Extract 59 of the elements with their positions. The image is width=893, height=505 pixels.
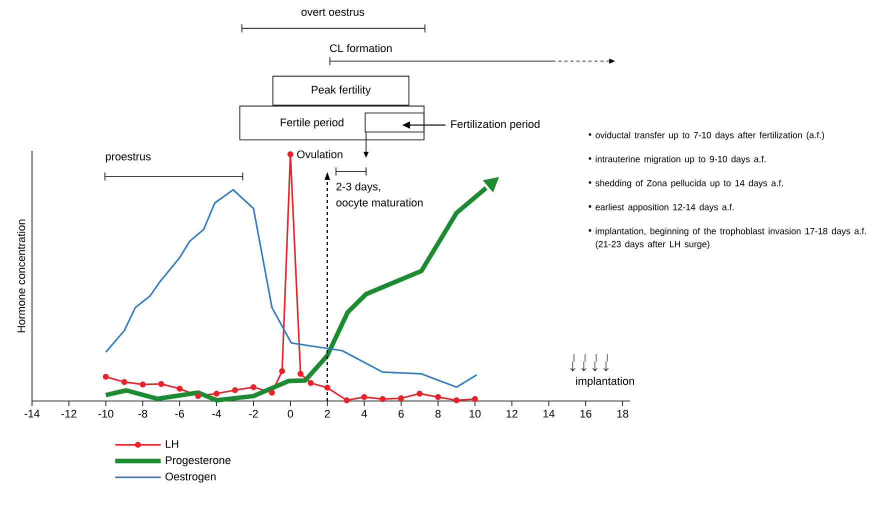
point [268, 390, 275, 396]
x-tick-label: -2 [249, 410, 258, 418]
point [121, 378, 128, 385]
y-axis-title: Hormone concentration [17, 220, 26, 332]
point [232, 387, 238, 394]
text: Fertile period [280, 118, 344, 128]
text: Peak fertility [312, 86, 371, 96]
point [102, 374, 109, 380]
annotation: earliest apposition 12-14 days a.f. [596, 204, 734, 212]
x-tick-label: 18 [617, 410, 628, 418]
annotation: intrauterine migration up to 9-10 days a.f. [596, 156, 766, 164]
point [195, 393, 202, 400]
x-tick-label: -8 [138, 410, 148, 418]
x-tick-label: 6 [398, 410, 404, 418]
x-tick-label: 10 [470, 410, 481, 418]
annotation: implantation [576, 376, 634, 388]
annotation: Ovulation [297, 150, 342, 158]
x-tick-label: -4 [212, 410, 222, 418]
point [287, 151, 294, 158]
point [158, 380, 164, 387]
point [250, 384, 256, 390]
point [398, 395, 404, 402]
annotation: implantation, beginning of the trophoblast invasion 17-18 days a.f. (21-23 days after LH surge) [596, 228, 866, 250]
x-tick-label: 12 [506, 410, 518, 418]
point [344, 397, 350, 404]
annotation: proestrus [106, 153, 151, 163]
text: overt oestrus [302, 8, 364, 16]
point [279, 368, 286, 374]
legend-label: Progesterone [166, 456, 231, 466]
x-tick-label: -14 [24, 410, 40, 418]
annotation: 2-3 days, [336, 182, 380, 193]
x-tick-label: -12 [61, 410, 76, 418]
x-tick-label: 2 [324, 410, 330, 418]
text: CL formation [330, 44, 392, 52]
annotation: oocyte maturation [336, 198, 423, 209]
point [454, 397, 460, 404]
point [472, 396, 478, 402]
point [416, 390, 423, 397]
point [435, 394, 442, 400]
x-tick-label: -10 [98, 410, 114, 418]
point [308, 380, 314, 386]
text: oviductal transfer up to 7-10 days after fertilization (a.f.) [596, 132, 824, 140]
x-tick-label: -6 [175, 410, 184, 418]
legend-label: LH [166, 440, 178, 448]
x-tick-label: 4 [361, 410, 367, 418]
text: Fertilization period [451, 120, 540, 130]
point [298, 370, 304, 377]
x-tick-label: 0 [288, 410, 294, 418]
point [140, 381, 146, 388]
x-tick-label: 14 [544, 410, 555, 418]
x-tick-label: 16 [580, 410, 592, 418]
annotation: shedding of Zona pellucida up to 14 days a.f. [595, 180, 783, 188]
point [380, 396, 386, 402]
point [176, 386, 183, 392]
point [214, 390, 220, 397]
legend-label: Oestrogen [165, 472, 216, 483]
point [361, 394, 368, 400]
x-tick-label: 8 [435, 410, 441, 418]
point [324, 384, 330, 391]
